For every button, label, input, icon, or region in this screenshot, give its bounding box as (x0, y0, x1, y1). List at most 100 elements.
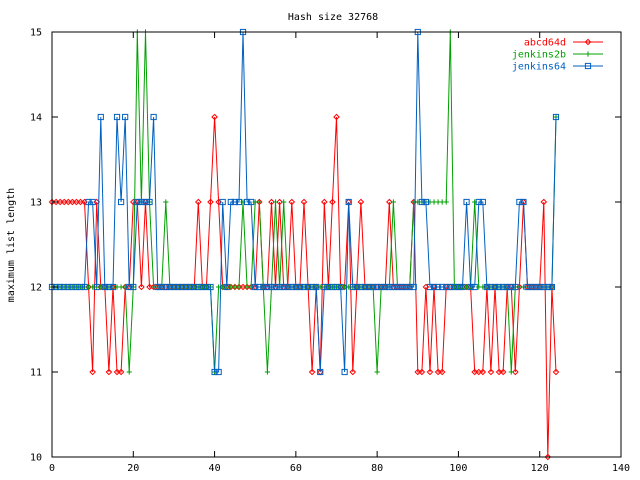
data-point (236, 284, 242, 290)
data-point (174, 283, 182, 291)
data-point (89, 198, 96, 206)
data-point (138, 283, 145, 291)
data-point (552, 368, 560, 376)
data-point (532, 283, 539, 291)
y-tick-label: 10 (30, 453, 42, 464)
x-tick-label: 40 (209, 463, 221, 474)
data-point (61, 283, 68, 291)
data-point (508, 283, 515, 291)
data-point (374, 283, 381, 291)
data-point (329, 283, 336, 291)
data-point (438, 368, 446, 376)
data-point (272, 199, 279, 205)
data-point (89, 368, 96, 376)
data-point (256, 283, 263, 291)
data-point (166, 283, 173, 291)
data-point (418, 368, 426, 376)
data-point (426, 368, 434, 376)
data-point (325, 283, 332, 291)
data-point (109, 283, 117, 291)
data-point (508, 369, 514, 375)
data-point (382, 283, 389, 291)
y-tick-label: 12 (30, 283, 42, 294)
data-point (288, 283, 295, 291)
data-point (256, 199, 262, 205)
x-tick-label: 20 (127, 463, 139, 474)
data-point (276, 283, 283, 291)
data-point (268, 198, 275, 206)
data-point (138, 198, 145, 206)
data-point (386, 198, 393, 206)
plot-area (48, 28, 560, 461)
data-point (443, 283, 450, 291)
data-point (77, 283, 84, 291)
data-point (406, 283, 413, 291)
legend-label: abcd64d (524, 38, 566, 49)
data-point (85, 198, 92, 206)
data-point (281, 199, 287, 205)
data-point (487, 283, 495, 291)
data-point (292, 283, 299, 291)
data-point (467, 283, 474, 291)
y-tick-label: 13 (30, 198, 42, 209)
data-point (227, 198, 234, 206)
data-point (504, 283, 511, 291)
data-point (288, 198, 296, 206)
data-point (284, 283, 291, 291)
data-point (369, 283, 377, 291)
data-point (97, 113, 104, 121)
data-point (479, 198, 486, 206)
data-point (280, 283, 287, 291)
data-point (248, 198, 255, 206)
data-point (349, 368, 357, 376)
x-tick-label: 120 (531, 463, 549, 474)
data-point (422, 198, 430, 206)
data-point (520, 198, 527, 206)
legend-marker (585, 51, 591, 57)
data-point (463, 198, 470, 206)
data-point (435, 283, 442, 291)
data-point (548, 283, 556, 291)
plot-frame (51, 31, 622, 458)
data-point (146, 198, 153, 206)
data-point (345, 198, 352, 206)
data-point (475, 198, 482, 206)
data-point (333, 283, 340, 291)
data-point (105, 368, 113, 376)
data-point (187, 283, 194, 291)
data-point (113, 113, 121, 121)
data-point (365, 283, 373, 291)
x-tick-label: 140 (612, 463, 630, 474)
data-point (215, 368, 222, 376)
data-point (117, 368, 125, 376)
y-tick-label: 11 (30, 368, 42, 379)
data-point (353, 283, 360, 291)
legend-entry-jenkins64: jenkins64 (512, 62, 603, 73)
data-point (231, 198, 238, 206)
data-point (499, 368, 507, 376)
data-point (296, 283, 304, 291)
data-point (195, 198, 202, 206)
x-tick-label: 100 (449, 463, 467, 474)
data-point (207, 198, 214, 206)
chart-title: Hash size 32768 (288, 12, 378, 23)
data-point (430, 283, 438, 291)
data-point (443, 199, 449, 205)
data-point (142, 198, 149, 206)
data-point (93, 283, 100, 291)
data-point (418, 198, 425, 206)
data-point (243, 198, 251, 206)
legend-entry-jenkins2b: jenkins2b (512, 50, 603, 61)
data-point (317, 368, 324, 376)
data-point (386, 283, 393, 291)
data-point (183, 283, 190, 291)
data-point (309, 283, 316, 291)
data-point (459, 283, 466, 291)
data-point (154, 283, 161, 291)
data-point (117, 198, 125, 206)
data-point (235, 198, 243, 206)
data-point (268, 283, 275, 291)
data-point (162, 283, 169, 291)
legend-label: jenkins64 (512, 62, 566, 73)
